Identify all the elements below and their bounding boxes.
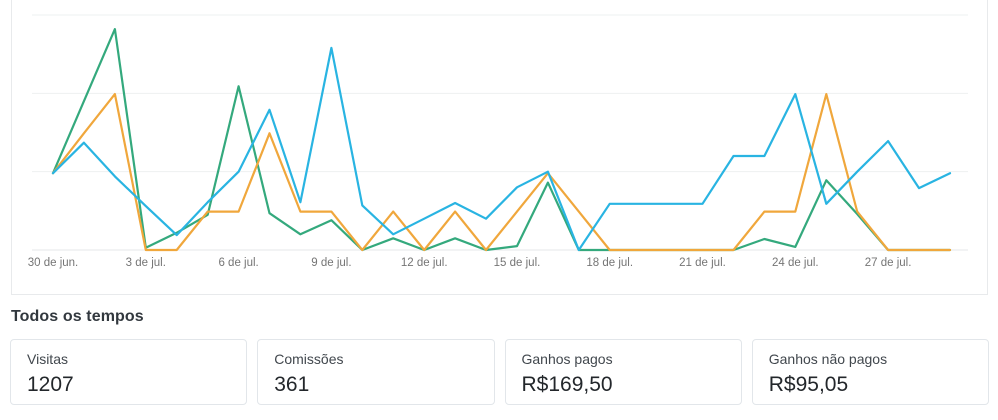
x-axis-tick-label: 21 de jul. [679, 257, 726, 269]
all-time-summary-section: Todos os tempos Visitas 1207 Comissões 3… [10, 308, 989, 405]
stat-card-label: Comissões [274, 351, 344, 367]
stat-card-label: Visitas [27, 351, 68, 367]
stat-card-label: Ganhos pagos [521, 351, 613, 367]
x-axis-tick-label: 9 de jul. [311, 257, 351, 269]
x-axis-tick-label: 6 de jul. [218, 257, 258, 269]
stat-card-value: R$169,50 [521, 373, 613, 396]
x-axis-tick-label: 3 de jul. [126, 257, 166, 269]
x-axis-tick-label: 24 de jul. [772, 257, 819, 269]
x-axis-tick-label: 30 de jun. [28, 257, 79, 269]
stat-card-label: Ganhos não pagos [768, 351, 888, 367]
series-line-green-series [51, 28, 952, 252]
x-axis-tick-label: 12 de jul. [401, 257, 448, 269]
stat-card-value: R$95,05 [768, 373, 849, 396]
stat-card-paid-earnings: Ganhos pagos R$169,50 [504, 339, 742, 405]
panel-border [11, 0, 988, 295]
traffic-earnings-chart-panel: 30 de jun. 3 de jul. 6 de jul. 9 de jul. 12 … [0, 0, 998, 296]
x-axis-tick-label: 15 de jul. [494, 257, 541, 269]
stat-card-value: 361 [274, 373, 310, 396]
summary-heading: Todos os tempos [11, 308, 144, 325]
series-line-orange-series [51, 92, 952, 252]
x-axis-tick-label: 18 de jul. [586, 257, 633, 269]
stat-cards-row: Visitas 1207 Comissões 361 Ganhos pagos … [10, 339, 989, 405]
stat-card-value: 1207 [27, 373, 74, 396]
series-line-blue-series [51, 46, 952, 252]
stat-card-commissions: Comissões 361 [257, 339, 495, 405]
stat-card-visits: Visitas 1207 [10, 339, 248, 405]
stat-card-unpaid-earnings: Ganhos não pagos R$95,05 [751, 339, 989, 405]
x-axis-tick-label: 27 de jul. [865, 257, 912, 269]
line-chart[interactable]: 30 de jun. 3 de jul. 6 de jul. 9 de jul. 12 … [0, 0, 998, 296]
